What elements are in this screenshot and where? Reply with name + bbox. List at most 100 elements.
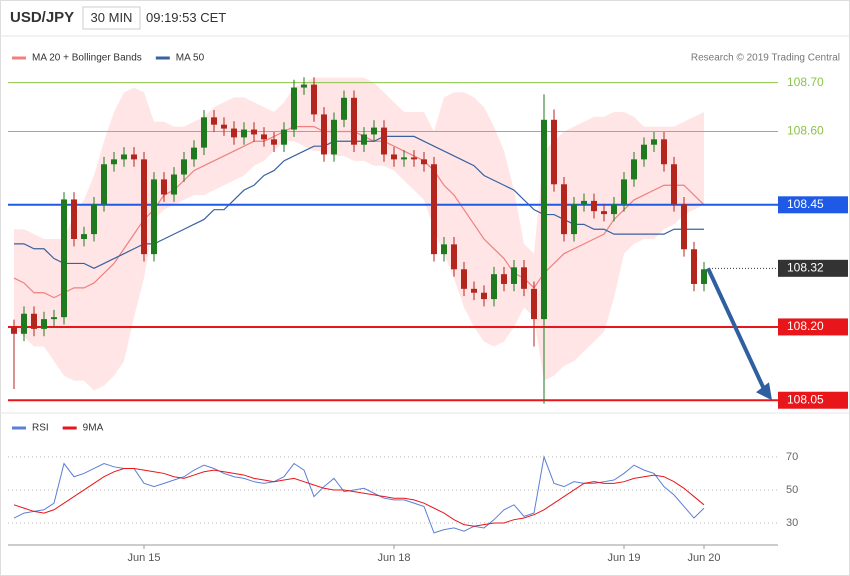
candle-body	[361, 134, 367, 145]
candle-body	[341, 97, 347, 120]
candle-body	[231, 128, 237, 138]
legend-swatch	[12, 56, 26, 60]
level-label: 108.20	[787, 319, 824, 333]
candle-body	[601, 211, 607, 215]
level-label: 108.05	[787, 392, 824, 406]
candle-body	[151, 179, 157, 255]
credit: Research © 2019 Trading Central	[691, 53, 840, 64]
candle-body	[701, 269, 707, 284]
level-label-box	[778, 196, 848, 214]
candle-body	[171, 174, 177, 195]
legend-label: MA 50	[176, 53, 205, 64]
x-tick-label: Jun 15	[127, 552, 160, 564]
candle-body	[541, 119, 547, 320]
x-tick-label: Jun 19	[607, 552, 640, 564]
level-label-box	[778, 318, 848, 336]
candle-body	[631, 159, 637, 180]
level-label: 108.45	[787, 197, 824, 211]
candle-body	[81, 234, 87, 239]
candle-body	[421, 159, 427, 165]
legend-swatch	[62, 426, 77, 430]
forecast-arrowhead	[756, 382, 772, 401]
candle-body	[671, 164, 677, 205]
candle-body	[431, 164, 437, 255]
candle-body	[31, 313, 37, 329]
y-tick-label: 50	[786, 484, 798, 496]
candle-body	[391, 154, 397, 160]
candle-body	[251, 129, 257, 135]
candle-body	[101, 164, 107, 205]
level-label-box	[778, 391, 848, 409]
candle-body	[301, 84, 307, 88]
candle-body	[641, 144, 647, 160]
line	[13, 467, 705, 527]
candle-body	[351, 97, 357, 145]
candle-body	[661, 139, 667, 165]
candle-body	[461, 269, 467, 289]
candle-body	[411, 157, 417, 160]
candle-body	[681, 204, 687, 250]
candle-body	[161, 179, 167, 195]
x-tick-label: Jun 20	[687, 552, 720, 564]
candle-body	[621, 179, 627, 205]
candle-body	[611, 204, 617, 215]
candle-body	[321, 114, 327, 155]
candle-body	[561, 184, 567, 235]
candle-body	[241, 129, 247, 138]
candle-body	[381, 127, 387, 155]
candle-body	[271, 139, 277, 145]
candle-body	[471, 288, 477, 293]
candle-body	[21, 313, 27, 334]
candle-body	[181, 159, 187, 175]
candle-body	[131, 154, 137, 160]
candle-body	[71, 199, 77, 239]
candle-body	[521, 267, 527, 289]
time: 09:19:53 CET	[146, 10, 226, 25]
legend-swatch	[12, 426, 26, 430]
candle-body	[451, 244, 457, 270]
candle-body	[691, 249, 697, 284]
candle-body	[221, 124, 227, 129]
candle-body	[591, 200, 597, 212]
y-tick-label: 70	[786, 451, 798, 463]
y-tick-label: 30	[786, 517, 798, 529]
candle-body	[581, 200, 587, 205]
candle-body	[311, 84, 317, 115]
candle-body	[371, 127, 377, 135]
candle-body	[281, 129, 287, 145]
candle-body	[571, 204, 577, 235]
moving-average	[14, 135, 704, 269]
symbol: USD/JPY	[10, 9, 74, 26]
legend-label: MA 20 + Bollinger Bands	[32, 53, 142, 64]
last-price-label: 108.32	[787, 260, 824, 274]
candle-body	[401, 157, 407, 160]
candle-body	[531, 288, 537, 320]
candle-body	[291, 87, 297, 130]
candle-body	[61, 199, 67, 318]
candle-body	[211, 117, 217, 125]
candle-body	[501, 274, 507, 284]
legend-label: 9MA	[83, 423, 104, 434]
interval-box	[82, 6, 141, 30]
candle-body	[41, 319, 47, 329]
candle-body	[51, 317, 57, 320]
candle-body	[141, 159, 147, 255]
candle-body	[491, 274, 497, 300]
candle-body	[111, 159, 117, 165]
last-price-box	[778, 259, 848, 277]
legend-label: RSI	[32, 423, 49, 434]
candle-body	[511, 267, 517, 284]
candle-body	[551, 119, 557, 185]
candle-body	[11, 326, 17, 334]
candle-body	[331, 119, 337, 155]
moving-average	[13, 126, 705, 299]
candle-body	[441, 244, 447, 255]
candle-body	[481, 292, 487, 300]
candle-body	[261, 134, 267, 140]
candle-body	[91, 204, 97, 235]
level-label: 108.60	[787, 124, 824, 138]
candle-body	[201, 117, 207, 148]
x-tick-label: Jun 18	[377, 552, 410, 564]
